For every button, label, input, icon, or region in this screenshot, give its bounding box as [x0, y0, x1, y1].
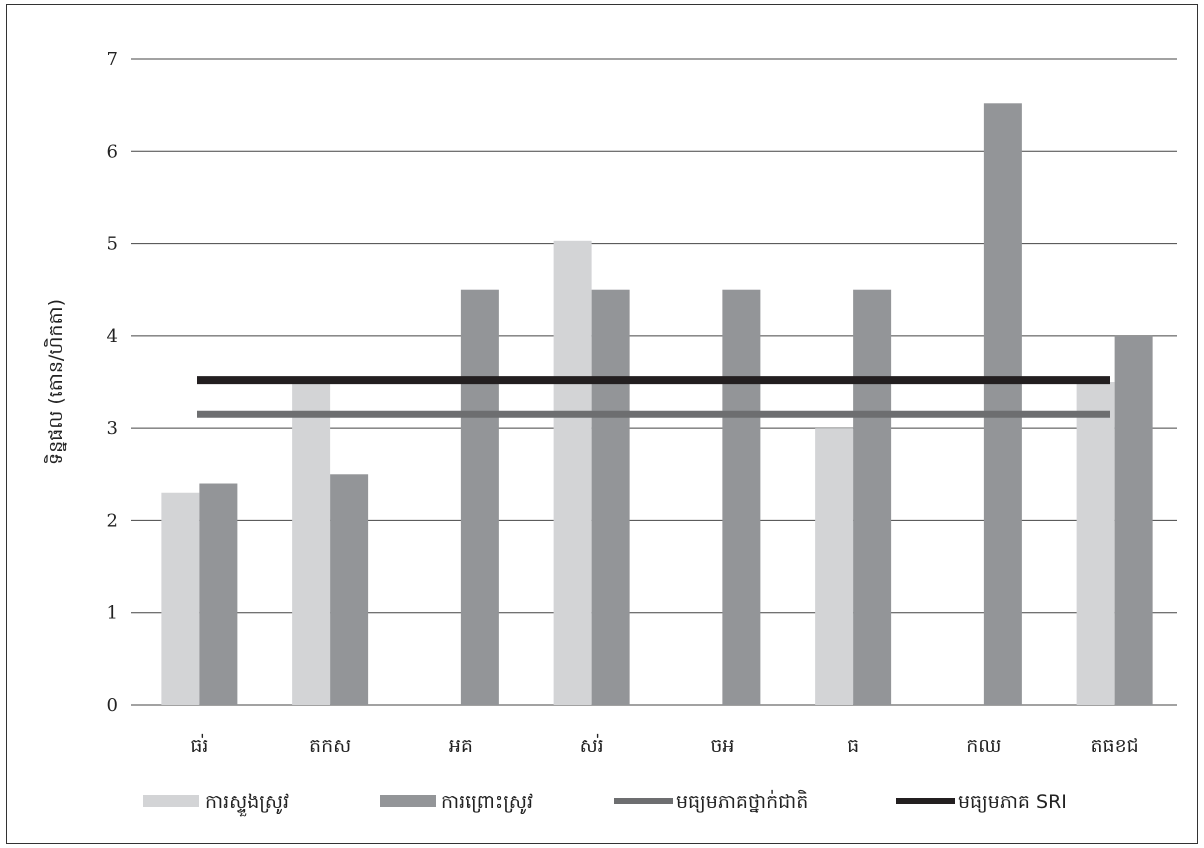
bar-broadcasting: [1114, 335, 1153, 705]
x-tick-label: ធ: [847, 735, 859, 757]
bar-transplanting: [815, 428, 854, 705]
legend-label: ការព្រោះស្រូវ: [441, 791, 533, 815]
bars: [161, 103, 1153, 706]
reference-lines: [197, 376, 1110, 418]
x-tick-label: តកស: [309, 735, 351, 757]
y-tick-label: 1: [107, 603, 118, 624]
bar-transplanting: [292, 382, 331, 705]
legend-swatch: [380, 795, 436, 807]
legend-swatch: [143, 795, 199, 807]
y-axis-label: ទិន្នផល (តោន/ហិកតា): [43, 299, 67, 465]
x-tick-label: ធរ់: [190, 733, 208, 757]
y-tick-label: 5: [107, 234, 118, 255]
y-tick-label: 6: [107, 141, 118, 162]
legend-swatch: [896, 798, 955, 804]
category-labels: ធរ់ តកស អគ សរ់ ចអ ធ កឈ តធខជ: [190, 733, 1138, 757]
bar-broadcasting: [199, 483, 238, 705]
x-tick-label: តធខជ: [1091, 735, 1139, 757]
y-tick-label: 3: [107, 418, 118, 439]
bar-broadcasting: [460, 289, 499, 705]
bar-transplanting: [553, 240, 592, 705]
bar-transplanting: [1076, 382, 1115, 705]
bar-broadcasting: [591, 289, 630, 705]
x-tick-label: កឈ: [966, 735, 1001, 757]
y-tick-labels: 0 1 2 3 4 5 6 7: [107, 49, 118, 716]
legend-label: មធ្យមភាគថ្នាក់ជាតិ: [676, 789, 808, 813]
y-tick-label: 7: [107, 49, 118, 70]
x-tick-label: សរ់: [580, 733, 604, 757]
legend-label: មធ្យមភាគ SRI: [958, 791, 1067, 813]
x-tick-label: អគ: [449, 735, 473, 757]
y-tick-label: 2: [107, 510, 118, 531]
bar-broadcasting: [330, 474, 369, 705]
legend: ការស្ទួងស្រូវ ការព្រោះស្រូវ មធ្យមភាគថ្នាក់…: [143, 789, 1067, 817]
bar-transplanting: [161, 492, 200, 705]
y-tick-label: 0: [107, 695, 118, 716]
bar-broadcasting: [853, 289, 892, 705]
legend-swatch: [614, 798, 673, 804]
y-tick-label: 4: [107, 326, 118, 347]
bar-broadcasting: [983, 103, 1022, 706]
legend-label: ការស្ទួងស្រូវ: [205, 791, 289, 817]
bar-broadcasting: [722, 289, 761, 705]
x-tick-label: ចអ: [710, 735, 734, 757]
